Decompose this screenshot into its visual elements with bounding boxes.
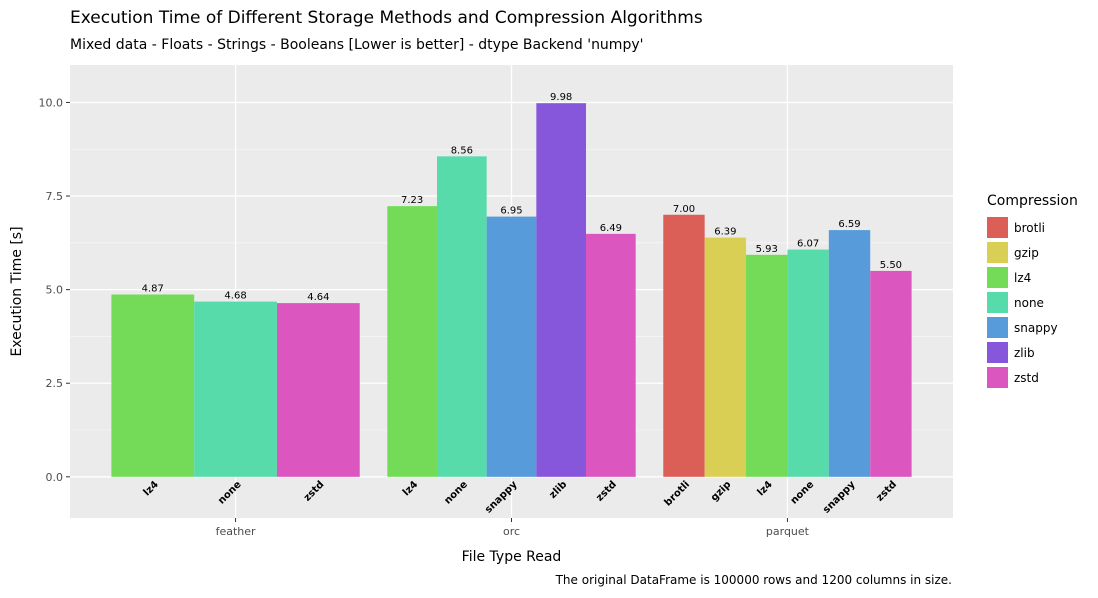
data-label: 6.95	[500, 206, 522, 217]
legend-item-snappy: snappy	[987, 315, 1078, 340]
legend-title: Compression	[987, 193, 1078, 209]
data-label: 6.59	[838, 219, 860, 230]
legend-item-zlib: zlib	[987, 340, 1078, 365]
legend-label: brotli	[1014, 220, 1046, 235]
data-label: 7.23	[401, 195, 423, 206]
data-label: 8.56	[451, 145, 473, 156]
caption: The original DataFrame is 100000 rows an…	[555, 573, 952, 587]
chart-subtitle: Mixed data - Floats - Strings - Booleans…	[70, 37, 644, 53]
bar-parquet-zstd	[870, 270, 912, 477]
legend-item-lz4: lz4	[987, 265, 1078, 290]
x-tick-label: orc	[503, 525, 520, 538]
y-tick-label: 2.5	[46, 377, 64, 390]
bar-parquet-gzip	[704, 237, 747, 477]
legend-swatch	[987, 342, 1008, 363]
legend: Compression brotli gzip lz4 none snappy zlib z…	[987, 193, 1078, 390]
bar-orc-zstd	[586, 233, 636, 477]
legend-label: zlib	[1014, 345, 1035, 360]
legend-label: gzip	[1014, 245, 1039, 260]
data-label: 4.64	[307, 292, 329, 303]
legend-item-zstd: zstd	[987, 365, 1078, 390]
x-tick-label: parquet	[766, 525, 810, 538]
legend-label: none	[1014, 295, 1044, 310]
legend-swatch	[987, 292, 1008, 313]
data-label: 4.68	[224, 291, 246, 302]
data-label: 9.98	[550, 92, 572, 103]
legend-swatch	[987, 242, 1008, 263]
legend-item-gzip: gzip	[987, 240, 1078, 265]
chart-title: Execution Time of Different Storage Meth…	[70, 8, 703, 28]
bar-feather-none	[194, 301, 277, 477]
legend-swatch	[987, 217, 1008, 238]
y-tick-label: 5.0	[46, 284, 64, 297]
y-axis-title: Execution Time [s]	[9, 226, 25, 356]
y-tick-label: 0.0	[46, 471, 64, 484]
data-label: 6.49	[600, 223, 622, 234]
legend-label: zstd	[1014, 370, 1039, 385]
bar-orc-lz4	[387, 206, 437, 477]
legend-items: brotli gzip lz4 none snappy zlib zstd	[987, 215, 1078, 390]
data-label: 5.50	[880, 260, 902, 271]
data-label: 6.07	[797, 239, 819, 250]
bar-orc-zlib	[536, 103, 587, 477]
data-label: 6.39	[714, 227, 736, 238]
bar-feather-lz4	[111, 294, 195, 477]
y-tick-label: 10.0	[39, 96, 64, 109]
bar-orc-snappy	[486, 216, 537, 477]
legend-swatch	[987, 367, 1008, 388]
legend-swatch	[987, 267, 1008, 288]
data-label: 7.00	[673, 204, 695, 215]
data-label: 4.87	[142, 283, 164, 294]
bar-parquet-snappy	[828, 230, 871, 477]
data-label: 5.93	[756, 244, 778, 255]
legend-item-none: none	[987, 290, 1078, 315]
x-tick-label: feather	[216, 525, 256, 538]
legend-item-brotli: brotli	[987, 215, 1078, 240]
bar-parquet-brotli	[663, 214, 705, 477]
legend-label: snappy	[1014, 320, 1058, 335]
legend-label: lz4	[1014, 270, 1032, 285]
legend-swatch	[987, 317, 1008, 338]
y-tick-label: 7.5	[46, 190, 64, 203]
bar-parquet-none	[787, 249, 829, 477]
bar-orc-none	[436, 156, 487, 477]
x-axis-title: File Type Read	[462, 549, 562, 565]
bar-parquet-lz4	[746, 254, 788, 477]
bar-feather-zstd	[276, 303, 360, 477]
